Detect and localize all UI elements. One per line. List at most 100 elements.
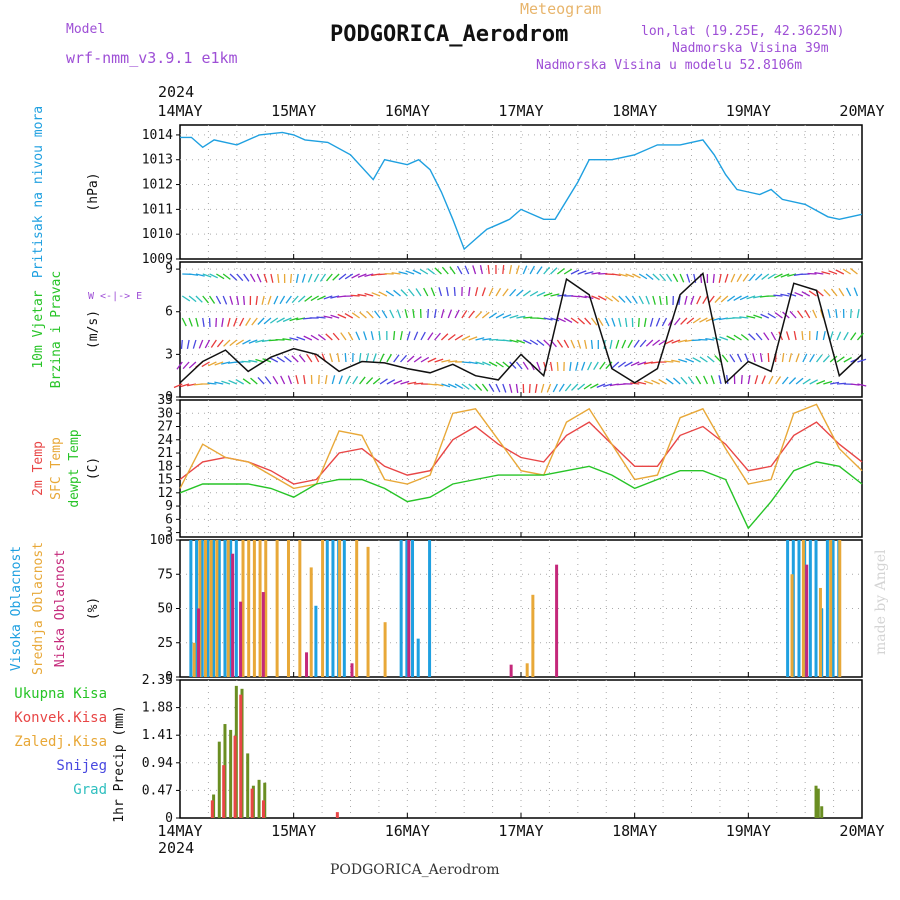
wind-barb [584, 271, 594, 275]
wind-barb [850, 383, 860, 386]
wind-barb [516, 315, 526, 319]
wind-barb [447, 383, 457, 389]
wind-barb [495, 287, 502, 297]
wind-barb [306, 354, 313, 363]
ytick-label: 1011 [142, 202, 173, 217]
bar-clouds-1 [838, 540, 842, 677]
wind-barb [298, 354, 306, 363]
wind-barb [658, 378, 667, 385]
wind-barb [780, 273, 790, 278]
wind-barb [809, 353, 815, 363]
wind-barb [671, 339, 681, 344]
ytick-label: 1014 [142, 128, 173, 143]
ytick-label: 21 [157, 446, 173, 461]
wind-barb [461, 335, 471, 341]
wind-barb [303, 335, 313, 341]
wind-barb [488, 383, 495, 393]
wind-barb [719, 336, 729, 341]
wind-barb [216, 339, 224, 348]
wind-barb [364, 273, 374, 277]
wind-barb [453, 286, 456, 297]
wind-barb [358, 352, 362, 363]
wind-barb [637, 381, 647, 385]
wind-barb [386, 379, 396, 385]
wind-barb [590, 339, 594, 350]
wind-barb [836, 331, 842, 341]
panel-frame-precip [179, 679, 863, 819]
bar-clouds-0 [342, 540, 346, 677]
wind-barb [774, 273, 783, 279]
wind-barb [441, 359, 451, 363]
wind-barb [727, 295, 736, 302]
wind-barb [419, 268, 429, 275]
wind-barb [250, 377, 258, 385]
bar-clouds-1 [275, 540, 279, 677]
series-line-temperature-2 [179, 461, 863, 530]
wind-barb [201, 361, 210, 368]
station-title: PODGORICA_Aerodrom [330, 22, 569, 47]
x-label-top: 19MAY [726, 102, 771, 120]
wind-barb [301, 273, 306, 283]
wind-barb [529, 265, 535, 275]
bar-clouds-1 [818, 587, 822, 677]
wind-barb [330, 314, 340, 319]
wind-barb [556, 267, 565, 275]
wind-barb [815, 330, 819, 341]
wind-barb [182, 361, 190, 370]
wind-barb [536, 266, 543, 275]
x-label-top: 17MAY [498, 102, 543, 120]
wind-barb [661, 317, 668, 327]
wind-barb [563, 339, 570, 349]
wind-barb [857, 383, 867, 387]
ytick-label: 1.41 [142, 728, 173, 743]
wind-barb [214, 361, 224, 366]
wind-barb [679, 273, 685, 283]
wind-barb [192, 339, 197, 349]
wind-barb [440, 309, 445, 319]
wind-barb [801, 330, 804, 341]
wind-barb [672, 273, 679, 283]
wind-barb [736, 273, 743, 283]
wind-barb [543, 317, 553, 321]
ylabel-rotated: SFC Temp [49, 437, 64, 500]
footer-station: PODGORICA_Aerodrom [330, 862, 500, 878]
wind-barb [261, 295, 265, 305]
wind-barb [802, 378, 811, 385]
wind-barb [310, 295, 320, 302]
bar-clouds-1 [204, 540, 208, 677]
wind-barb [659, 273, 667, 282]
wind-barb [495, 313, 505, 319]
wind-barb [257, 376, 265, 385]
x-label-bottom: 15MAY [271, 822, 316, 840]
bar-clouds-1 [209, 540, 213, 677]
wind-barb [420, 331, 426, 341]
bar-clouds-1 [355, 540, 359, 677]
wind-barb [695, 375, 702, 385]
wind-barb [365, 353, 370, 363]
bar-clouds-0 [814, 540, 818, 677]
wind-barb [739, 295, 749, 301]
precip-legend-label: Snijeg [56, 758, 107, 774]
wind-barb [441, 383, 451, 388]
wind-barb [336, 353, 340, 363]
wind-barb [692, 357, 701, 363]
wind-barb [221, 317, 224, 327]
wind-barb [509, 361, 517, 369]
wind-barb [808, 290, 817, 297]
ytick-label: 33 [157, 393, 173, 408]
wind-barb [482, 361, 491, 366]
wind-barb [393, 379, 403, 385]
wind-barb [229, 273, 238, 281]
wind-barb [664, 360, 674, 363]
bar-precip-0 [257, 779, 261, 818]
wind-barb [774, 312, 783, 319]
wind-barb [624, 361, 633, 368]
wind-barb [508, 265, 513, 275]
wind-barb [645, 273, 654, 281]
wind-barb [515, 361, 523, 370]
wind-barb [755, 332, 763, 341]
wind-barb [475, 383, 483, 392]
wind-barb [816, 289, 824, 297]
wind-barb [412, 269, 422, 275]
wind-barb [540, 383, 545, 393]
